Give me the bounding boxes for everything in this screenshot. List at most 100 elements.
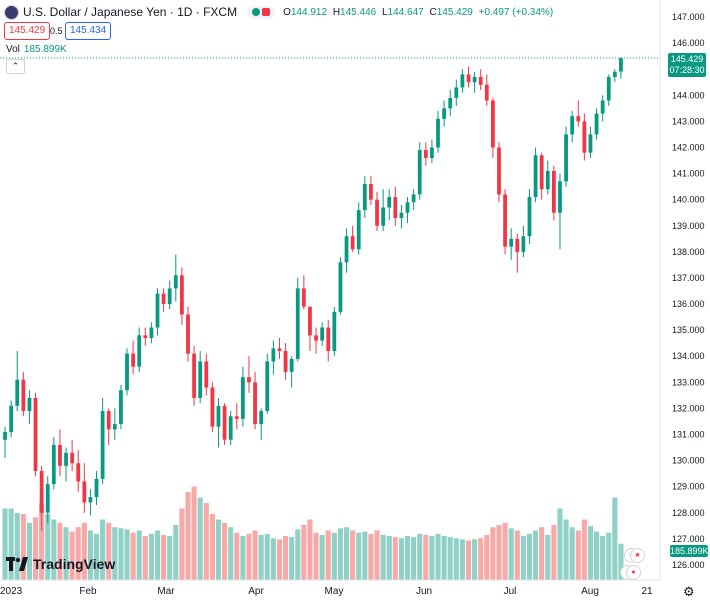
market-status-icon[interactable]: [247, 5, 276, 19]
candle-body: [70, 452, 75, 464]
y-tick-label: 144.000: [672, 90, 705, 100]
candle-body: [222, 405, 227, 440]
y-tick-label: 126.000: [672, 560, 705, 570]
x-tick-label: Jun: [416, 586, 432, 597]
candle-body: [253, 382, 257, 425]
volume-bar: [209, 514, 215, 580]
collapse-chevron-icon[interactable]: ⌃: [6, 59, 25, 74]
candle-body: [167, 288, 172, 305]
candle-body: [460, 74, 465, 88]
volume-bar: [8, 508, 14, 580]
time-axis[interactable]: 2023 Feb Mar Apr May Jun Jul Aug 21: [0, 579, 660, 597]
volume-bar: [100, 519, 106, 580]
y-tick-label: 143.000: [672, 116, 705, 126]
candle-body: [436, 118, 440, 148]
volume-bar: [142, 536, 148, 580]
volume-bar: [496, 525, 502, 580]
volume-bar: [93, 533, 100, 580]
candle-body: [466, 74, 471, 83]
volume-bar: [331, 532, 337, 580]
candle-body: [228, 416, 233, 440]
volume-bar: [87, 530, 93, 580]
volume-bar: [490, 527, 496, 580]
volume-bar: [51, 519, 57, 580]
candle-body: [106, 411, 111, 430]
volume-legend: Vol 185.899K: [6, 44, 67, 55]
candle-body: [161, 293, 166, 305]
candle-body: [234, 416, 239, 419]
volume-bar: [441, 536, 447, 580]
volume-bar: [612, 497, 618, 580]
candle-body: [576, 116, 581, 122]
candle-body: [216, 405, 221, 427]
jp-event-flag-icon[interactable]: ●: [626, 565, 641, 580]
tradingview-logo-icon: [6, 557, 28, 571]
y-tick-label: 137.000: [672, 273, 705, 283]
volume-bar: [289, 537, 295, 580]
candle-body: [240, 377, 245, 419]
volume-bar: [343, 527, 350, 580]
volume-bar: [594, 531, 600, 580]
volume-bar: [32, 517, 39, 580]
volume-bar: [270, 538, 276, 580]
candle-body: [143, 335, 148, 338]
candle-body: [582, 121, 587, 153]
candle-body: [45, 484, 50, 513]
buy-button[interactable]: 145.434: [65, 22, 112, 40]
volume-bar: [520, 536, 526, 580]
volume-bar: [264, 533, 270, 580]
volume-bar: [465, 540, 472, 580]
tradingview-logo[interactable]: TradingView: [6, 556, 115, 572]
candle-body: [314, 335, 318, 341]
candle-body: [332, 311, 337, 352]
volume-bar: [179, 508, 185, 580]
last-price-label: 145.429 07:28:30: [668, 53, 706, 77]
candle-body: [442, 108, 446, 119]
volume-bar: [112, 527, 118, 580]
candle-body: [210, 387, 215, 427]
price-axis[interactable]: 126.000 127.000 128.000 129.000 130.000 131.0…: [659, 0, 705, 580]
volume-bar: [368, 533, 374, 580]
candle-body: [545, 170, 550, 190]
candle-body: [539, 155, 544, 190]
volume-bar: [301, 525, 307, 580]
volume-bar: [618, 543, 624, 580]
y-tick-label: 141.000: [672, 169, 705, 179]
volume-bar: [45, 514, 51, 580]
candle-body: [308, 306, 312, 336]
x-tick-label: 21: [641, 586, 653, 597]
candle-body: [430, 147, 434, 158]
candle-body: [484, 84, 489, 101]
symbol-title[interactable]: U.S. Dollar / Japanese Yen · 1D · FXCM: [23, 5, 238, 19]
candle-body: [606, 77, 611, 101]
candle-body: [173, 275, 178, 289]
candle-body: [149, 327, 154, 338]
volume-bar: [319, 534, 325, 580]
settings-gear-icon[interactable]: ⚙: [683, 584, 695, 599]
volume-bar: [215, 519, 222, 580]
chart-header: U.S. Dollar / Japanese Yen · 1D · FXCM O…: [4, 3, 556, 21]
candle-body: [326, 327, 331, 352]
volume-bar: [600, 536, 606, 580]
volume-bar: [203, 503, 209, 580]
volume-bar: [453, 538, 459, 580]
volume-bar: [429, 536, 435, 580]
volume-bar: [39, 503, 45, 580]
candle-body: [570, 116, 575, 135]
price-change: +0.497 (+0.34%): [478, 6, 554, 18]
us-event-flag-icon[interactable]: ★: [630, 548, 645, 563]
candle-body: [131, 353, 135, 367]
volume-bar: [514, 530, 520, 580]
symbol-flag-icon[interactable]: [4, 4, 19, 20]
volume-bar: [380, 534, 386, 580]
candle-body: [369, 184, 373, 200]
candle-body: [180, 275, 184, 315]
candle-body: [612, 71, 617, 78]
candle-body: [594, 113, 599, 135]
volume-bar: [362, 531, 368, 580]
sell-button[interactable]: 145.429: [4, 22, 51, 40]
y-tick-label: 138.000: [672, 247, 705, 257]
candle-body: [564, 134, 568, 182]
volume-bar: [191, 486, 197, 580]
